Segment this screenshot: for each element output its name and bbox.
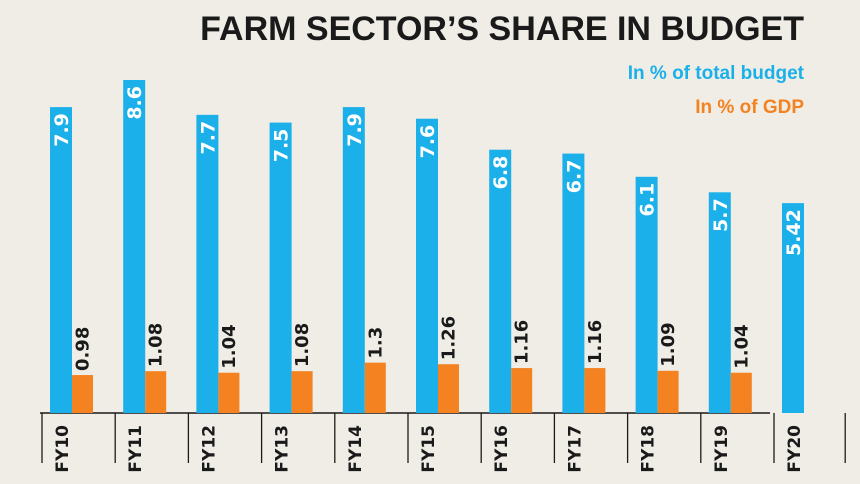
category-label-fy12: FY12 bbox=[199, 425, 219, 473]
label-budget-fy19: 5.7 bbox=[710, 198, 732, 232]
label-gdp-fy13: 1.08 bbox=[292, 323, 313, 367]
label-gdp-fy17: 1.16 bbox=[585, 320, 606, 364]
category-label-fy18: FY18 bbox=[639, 425, 659, 473]
category-label-fy14: FY14 bbox=[346, 425, 366, 473]
category-label-fy10: FY10 bbox=[53, 425, 73, 473]
bar-budget-fy16 bbox=[489, 149, 512, 413]
bar-gdp-fy13 bbox=[291, 371, 313, 413]
bar-gdp-fy19 bbox=[730, 372, 752, 413]
bar-gdp-fy16 bbox=[511, 368, 533, 413]
chart-title: FARM SECTOR’S SHARE IN BUDGET bbox=[200, 10, 804, 48]
bar-budget-fy12 bbox=[196, 114, 219, 413]
label-gdp-fy14: 1.3 bbox=[365, 327, 386, 359]
bar-gdp-fy14 bbox=[364, 362, 386, 413]
bar-budget-fy15 bbox=[416, 118, 438, 413]
bar-budget-fy18 bbox=[635, 176, 658, 413]
label-budget-fy20: 5.42 bbox=[783, 209, 805, 256]
label-gdp-fy11: 1.08 bbox=[146, 323, 167, 367]
bar-budget-fy11 bbox=[123, 80, 146, 413]
bar-budget-fy20 bbox=[782, 203, 804, 413]
category-label-fy20: FY20 bbox=[785, 425, 805, 473]
bar-budget-fy10 bbox=[50, 107, 72, 414]
legend-gdp: In % of GDP bbox=[695, 97, 804, 118]
bar-budget-fy17 bbox=[562, 153, 585, 413]
category-label-fy16: FY16 bbox=[492, 425, 512, 473]
label-gdp-fy12: 1.04 bbox=[219, 324, 240, 368]
label-gdp-fy15: 1.26 bbox=[439, 316, 460, 360]
label-gdp-fy19: 1.04 bbox=[731, 324, 752, 368]
bar-budget-fy19 bbox=[708, 192, 731, 413]
bar-budget-fy13 bbox=[269, 122, 292, 414]
legend-total-budget: In % of total budget bbox=[628, 63, 805, 84]
label-budget-fy11: 8.6 bbox=[124, 86, 146, 120]
label-gdp-fy18: 1.09 bbox=[658, 322, 679, 366]
label-budget-fy13: 7.5 bbox=[271, 129, 293, 163]
label-gdp-fy10: 0.98 bbox=[73, 327, 94, 371]
category-label-fy11: FY11 bbox=[126, 425, 146, 473]
label-budget-fy10: 7.9 bbox=[51, 113, 73, 147]
label-budget-fy18: 6.1 bbox=[637, 183, 659, 217]
label-budget-fy12: 7.7 bbox=[197, 121, 219, 155]
category-label-fy15: FY15 bbox=[419, 425, 439, 473]
label-budget-fy14: 7.9 bbox=[344, 113, 366, 147]
label-budget-fy17: 6.7 bbox=[563, 160, 585, 194]
chart-marks: 7.9 0.98 FY10 8.6 1.08 FY11 7.7 1.04 FY12 7.5 1.08… bbox=[40, 80, 846, 473]
bar-budget-fy14 bbox=[342, 107, 365, 414]
label-gdp-fy16: 1.16 bbox=[512, 320, 533, 364]
category-label-fy13: FY13 bbox=[273, 425, 293, 473]
category-label-fy17: FY17 bbox=[565, 425, 585, 473]
label-budget-fy16: 6.8 bbox=[490, 156, 512, 190]
category-label-fy19: FY19 bbox=[712, 425, 732, 473]
bar-gdp-fy17 bbox=[584, 368, 606, 413]
bar-gdp-fy15 bbox=[438, 364, 459, 413]
bar-gdp-fy12 bbox=[218, 372, 240, 413]
bar-gdp-fy18 bbox=[657, 370, 679, 413]
bar-gdp-fy11 bbox=[145, 371, 167, 413]
bar-gdp-fy10 bbox=[72, 375, 93, 413]
label-budget-fy15: 7.6 bbox=[417, 125, 439, 159]
